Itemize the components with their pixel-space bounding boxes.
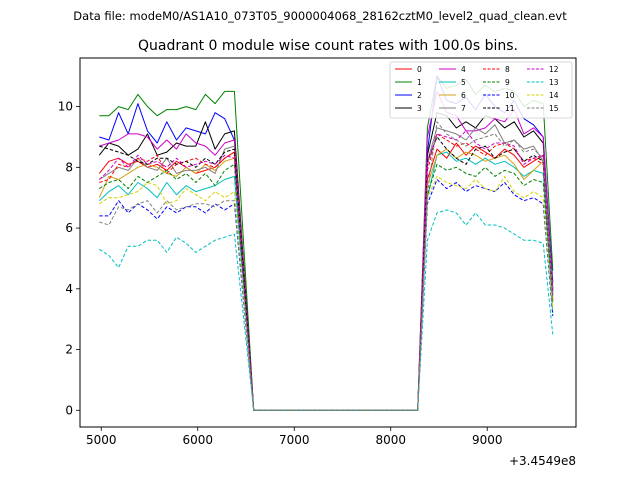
- legend-label-15: 15: [549, 104, 559, 113]
- plot-lines: [98, 75, 554, 411]
- series-line-9: [99, 163, 554, 411]
- x-axis: 5000 6000 7000 8000 9000: [86, 427, 503, 447]
- legend-label-12: 12: [549, 65, 559, 74]
- x-tick-label: 5000: [86, 433, 117, 447]
- series-line-14: [99, 175, 554, 411]
- series-line-13: [99, 209, 554, 411]
- series-line-10: [99, 179, 554, 411]
- legend-label-7: 7: [461, 104, 466, 113]
- legend-label-2: 2: [417, 91, 422, 100]
- x-tick-label: 7000: [279, 433, 310, 447]
- legend-label-6: 6: [461, 91, 466, 100]
- x-tick-label: 6000: [182, 433, 213, 447]
- legend-label-13: 13: [549, 78, 559, 87]
- x-tick-label: 9000: [472, 433, 503, 447]
- legend-frame: [389, 61, 573, 119]
- x-tick-label: 8000: [375, 433, 406, 447]
- plot-area-frame: [79, 57, 577, 428]
- legend-label-0: 0: [417, 65, 422, 74]
- legend-label-11: 11: [505, 104, 515, 113]
- legend-label-14: 14: [549, 91, 559, 100]
- x-axis-offset-label: +3.4549e8: [509, 454, 576, 468]
- legend-label-5: 5: [461, 78, 466, 87]
- y-tick-label: 4: [65, 282, 73, 296]
- series-line-15: [99, 121, 554, 411]
- y-axis: 0 2 4 6 8 10: [58, 100, 80, 417]
- y-tick-label: 2: [65, 343, 73, 357]
- legend-label-3: 3: [417, 104, 422, 113]
- legend-label-10: 10: [505, 91, 515, 100]
- legend-label-1: 1: [417, 78, 422, 87]
- y-tick-label: 10: [58, 100, 73, 114]
- y-tick-label: 6: [65, 221, 73, 235]
- legend-label-8: 8: [505, 65, 510, 74]
- legend-label-4: 4: [461, 65, 466, 74]
- figure-suptitle: Data file: modeM0/AS1A10_073T05_90000040…: [73, 9, 567, 23]
- y-tick-label: 8: [65, 160, 73, 174]
- chart-title: Quadrant 0 module wise count rates with …: [138, 38, 518, 54]
- legend-label-9: 9: [505, 78, 510, 87]
- y-tick-label: 0: [65, 403, 73, 417]
